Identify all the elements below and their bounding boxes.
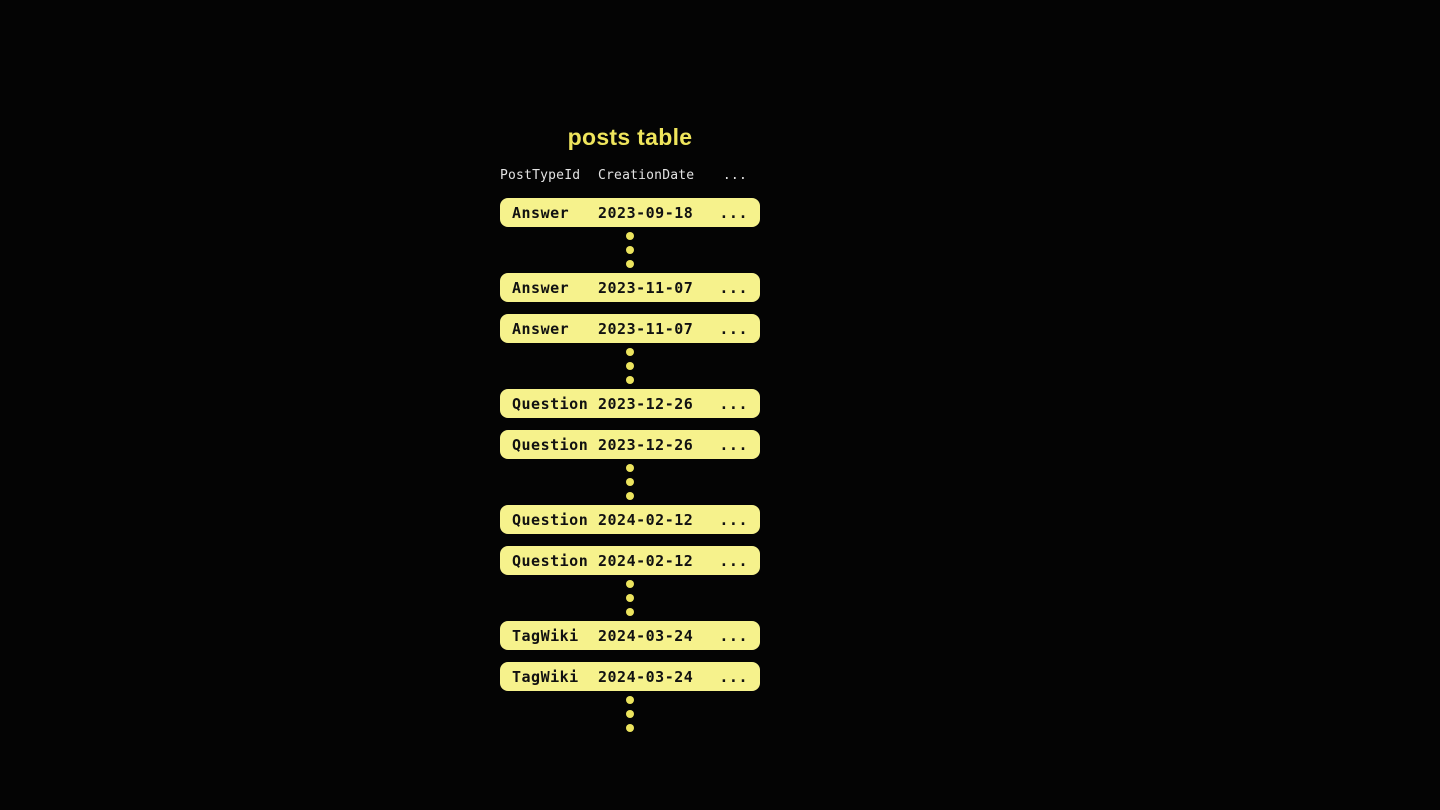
table-row: TagWiki 2024-03-24...	[500, 621, 760, 650]
ellipsis-separator	[500, 227, 760, 273]
row-ellipsis: ...	[719, 394, 748, 413]
dot	[626, 232, 634, 240]
table-row: Answer 2023-09-18...	[500, 198, 760, 227]
dot	[626, 492, 634, 500]
row-ellipsis: ...	[719, 510, 748, 529]
row-group: Answer 2023-09-18...	[500, 198, 760, 227]
posts-table-body: Answer 2023-09-18... Answer 2023-11-07... An…	[500, 198, 760, 737]
row-ellipsis: ...	[719, 551, 748, 570]
dot	[626, 348, 634, 356]
row-creation-date: 2024-03-24	[598, 626, 694, 645]
column-header-creation-date: CreationDate	[598, 168, 695, 183]
row-post-type: Answer	[512, 278, 570, 297]
row-ellipsis: ...	[719, 626, 748, 645]
row-post-type: Answer	[512, 319, 570, 338]
row-creation-date: 2023-11-07	[598, 319, 694, 338]
row-post-type: Question	[512, 551, 589, 570]
ellipsis-separator	[500, 575, 760, 621]
row-ellipsis: ...	[719, 278, 748, 297]
column-header-ellipsis: ...	[722, 168, 747, 183]
dot	[626, 464, 634, 472]
row-creation-date: 2024-02-12	[598, 510, 694, 529]
column-header-post-type-id: PostTypeId	[500, 168, 581, 183]
table-row: Question 2024-02-12...	[500, 546, 760, 575]
dot	[626, 580, 634, 588]
row-ellipsis: ...	[719, 203, 748, 222]
dot	[626, 478, 634, 486]
table-header: PostTypeId CreationDate ...	[500, 167, 760, 184]
row-creation-date: 2024-02-12	[598, 551, 694, 570]
posts-table-diagram: posts table PostTypeId CreationDate ... …	[500, 124, 760, 737]
row-ellipsis: ...	[719, 435, 748, 454]
row-group: TagWiki 2024-03-24... TagWiki 2024-03-24...	[500, 621, 760, 691]
dot	[626, 608, 634, 616]
row-post-type: Question	[512, 435, 589, 454]
table-row: Question 2023-12-26...	[500, 430, 760, 459]
dot	[626, 246, 634, 254]
dot	[626, 362, 634, 370]
table-row: Answer 2023-11-07...	[500, 314, 760, 343]
ellipsis-separator	[500, 691, 760, 737]
diagram-title: posts table	[567, 124, 693, 150]
ellipsis-separator	[500, 343, 760, 389]
table-row: Answer 2023-11-07...	[500, 273, 760, 302]
row-ellipsis: ...	[719, 319, 748, 338]
dot	[626, 724, 634, 732]
row-post-type: Question	[512, 510, 589, 529]
ellipsis-separator	[500, 459, 760, 505]
table-row: TagWiki 2024-03-24...	[500, 662, 760, 691]
row-creation-date: 2023-12-26	[598, 435, 694, 454]
row-group: Answer 2023-11-07... Answer 2023-11-07...	[500, 273, 760, 343]
table-row: Question 2023-12-26...	[500, 389, 760, 418]
dot	[626, 594, 634, 602]
dot	[626, 376, 634, 384]
dot	[626, 696, 634, 704]
row-creation-date: 2023-09-18	[598, 203, 694, 222]
row-group: Question 2024-02-12... Question 2024-02-12.…	[500, 505, 760, 575]
row-creation-date: 2024-03-24	[598, 667, 694, 686]
row-post-type: TagWiki	[512, 626, 579, 645]
row-post-type: Question	[512, 394, 589, 413]
dot	[626, 260, 634, 268]
row-post-type: TagWiki	[512, 667, 579, 686]
row-ellipsis: ...	[719, 667, 748, 686]
dot	[626, 710, 634, 718]
row-group: Question 2023-12-26... Question 2023-12-26.…	[500, 389, 760, 459]
row-post-type: Answer	[512, 203, 570, 222]
row-creation-date: 2023-12-26	[598, 394, 694, 413]
row-creation-date: 2023-11-07	[598, 278, 694, 297]
table-row: Question 2024-02-12...	[500, 505, 760, 534]
